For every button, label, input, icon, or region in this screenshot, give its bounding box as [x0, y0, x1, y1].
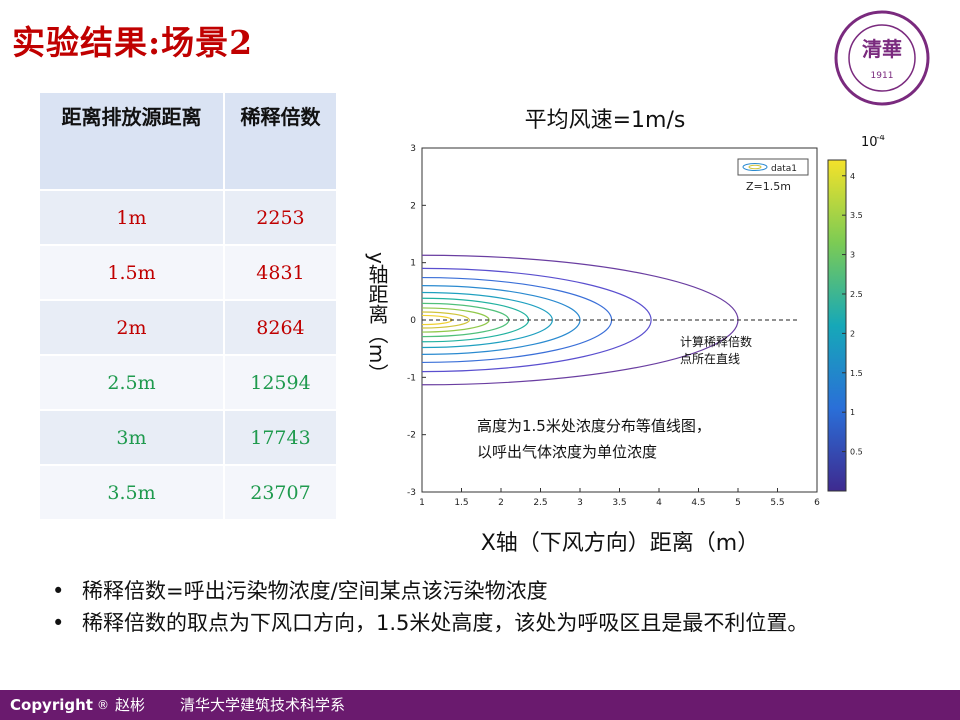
- colorbar-tick-label: 2: [850, 329, 855, 338]
- colorbar-tick-label: 1.5: [850, 369, 863, 378]
- legend-note: Z=1.5m: [746, 180, 791, 193]
- tsinghua-logo: 清華 1911: [834, 10, 930, 106]
- line-annotation: 计算稀释倍数: [680, 334, 752, 349]
- contour-line: [421, 291, 553, 349]
- line-annotation: 点所在直线: [680, 352, 740, 366]
- colorbar-tick-label: 3.5: [850, 211, 863, 220]
- cell-distance: 2m: [40, 300, 225, 356]
- svg-text:清華: 清華: [862, 37, 902, 61]
- cell-distance: 2.5m: [40, 355, 225, 411]
- y-tick-label: 3: [410, 144, 416, 154]
- slide-title: 实验结果:场景2: [12, 23, 254, 62]
- footer-bar: Copyright ® 赵彬 清华大学建筑技术科学系: [0, 690, 960, 720]
- y-tick-label: 1: [410, 259, 416, 269]
- x-tick-label: 1: [419, 498, 425, 508]
- cell-dilution: 2253: [223, 190, 339, 246]
- table-row: 3m 17743: [40, 410, 339, 466]
- x-tick-label: 4: [656, 498, 662, 508]
- colorbar-exponent: -4: [876, 135, 885, 143]
- footer-copyright: Copyright: [10, 696, 93, 714]
- y-axis-label: y轴距离（m）: [365, 252, 389, 384]
- x-tick-label: 5.5: [770, 498, 784, 508]
- chart-title: 平均风速=1m/s: [524, 108, 686, 133]
- cell-dilution: 8264: [223, 300, 339, 356]
- contour-line: [421, 311, 471, 329]
- colorbar-tick-label: 1: [850, 408, 855, 417]
- bullet-list: • 稀释倍数=呼出污染物浓度/空间某点该污染物浓度 • 稀释倍数的取点为下风口方向，…: [40, 575, 940, 639]
- colorbar-tick-label: 2.5: [850, 290, 863, 299]
- x-tick-label: 1.5: [454, 498, 468, 508]
- colorbar-exponent-base: 10: [861, 135, 878, 150]
- bullet-text: 稀释倍数的取点为下风口方向，1.5米处高度，该处为呼吸区且是最不利位置。: [82, 611, 809, 635]
- x-tick-label: 4.5: [691, 498, 705, 508]
- column-header-dilution: 稀释倍数: [223, 93, 339, 191]
- column-header-distance: 距离排放源距离: [40, 93, 225, 191]
- cell-distance: 3m: [40, 410, 225, 466]
- x-tick-label: 5: [735, 498, 741, 508]
- bullet-item: • 稀释倍数的取点为下风口方向，1.5米处高度，该处为呼吸区且是最不利位置。: [40, 607, 940, 639]
- contour-annotation: 以呼出气体浓度为单位浓度: [477, 443, 657, 461]
- y-tick-label: 2: [410, 201, 416, 211]
- legend-entry: data1: [771, 164, 797, 174]
- cell-distance: 3.5m: [40, 465, 225, 521]
- legend-swatch-inner: [748, 164, 762, 170]
- y-tick-label: -3: [407, 488, 416, 498]
- x-tick-label: 2: [498, 498, 504, 508]
- x-tick-label: 3.5: [612, 498, 626, 508]
- cell-dilution: 17743: [223, 410, 339, 466]
- x-tick-label: 3: [577, 498, 583, 508]
- colorbar-tick-label: 4: [850, 172, 855, 181]
- x-tick-label: 2.5: [533, 498, 547, 508]
- footer-department: 清华大学建筑技术科学系: [180, 696, 346, 714]
- table-row: 1.5m 4831: [40, 245, 339, 301]
- contour-chart: 1 1.5 2 2.5 3 3.5 4 4.5 5 5.5 63210-1-2-3计算稀释倍数点所在…: [407, 135, 885, 508]
- contour-annotation: 高度为1.5米处浓度分布等值线图，: [477, 417, 711, 435]
- cell-dilution: 23707: [223, 465, 339, 521]
- x-axis-label: X轴（下风方向）距离（m）: [480, 531, 760, 556]
- colorbar-tick-label: 3: [850, 251, 855, 260]
- bullet-text: 稀释倍数=呼出污染物浓度/空间某点该污染物浓度: [82, 579, 548, 603]
- footer-author: 赵彬: [115, 696, 146, 714]
- colorbar: [827, 159, 847, 492]
- contour-line: [421, 267, 652, 373]
- x-tick-label: 6: [814, 498, 820, 508]
- bullet-dot-icon: •: [52, 611, 65, 635]
- registered-icon: ®: [97, 698, 109, 712]
- colorbar-tick-label: 0.5: [850, 448, 863, 457]
- legend-swatch: [742, 163, 768, 171]
- cell-distance: 1.5m: [40, 245, 225, 301]
- y-tick-label: 0: [410, 316, 416, 326]
- bullet-item: • 稀释倍数=呼出污染物浓度/空间某点该污染物浓度: [40, 575, 940, 607]
- cell-dilution: 12594: [223, 355, 339, 411]
- contour-line: [421, 307, 490, 333]
- y-tick-label: -1: [407, 373, 416, 383]
- table-row: 1m 2253: [40, 190, 339, 246]
- table-row: 3.5m 23707: [40, 465, 339, 521]
- y-tick-label: -2: [407, 431, 416, 441]
- table-row: 2m 8264: [40, 300, 339, 356]
- legend-box: [737, 158, 809, 176]
- cell-distance: 1m: [40, 190, 225, 246]
- table-row: 2.5m 12594: [40, 355, 339, 411]
- logo-year: 1911: [871, 71, 894, 81]
- cell-dilution: 4831: [223, 245, 339, 301]
- bullet-dot-icon: •: [52, 579, 65, 603]
- dilution-table: 距离排放源距离 稀释倍数 1m 2253 1.5m 4831 2m 8264 2.5m 125…: [40, 93, 339, 521]
